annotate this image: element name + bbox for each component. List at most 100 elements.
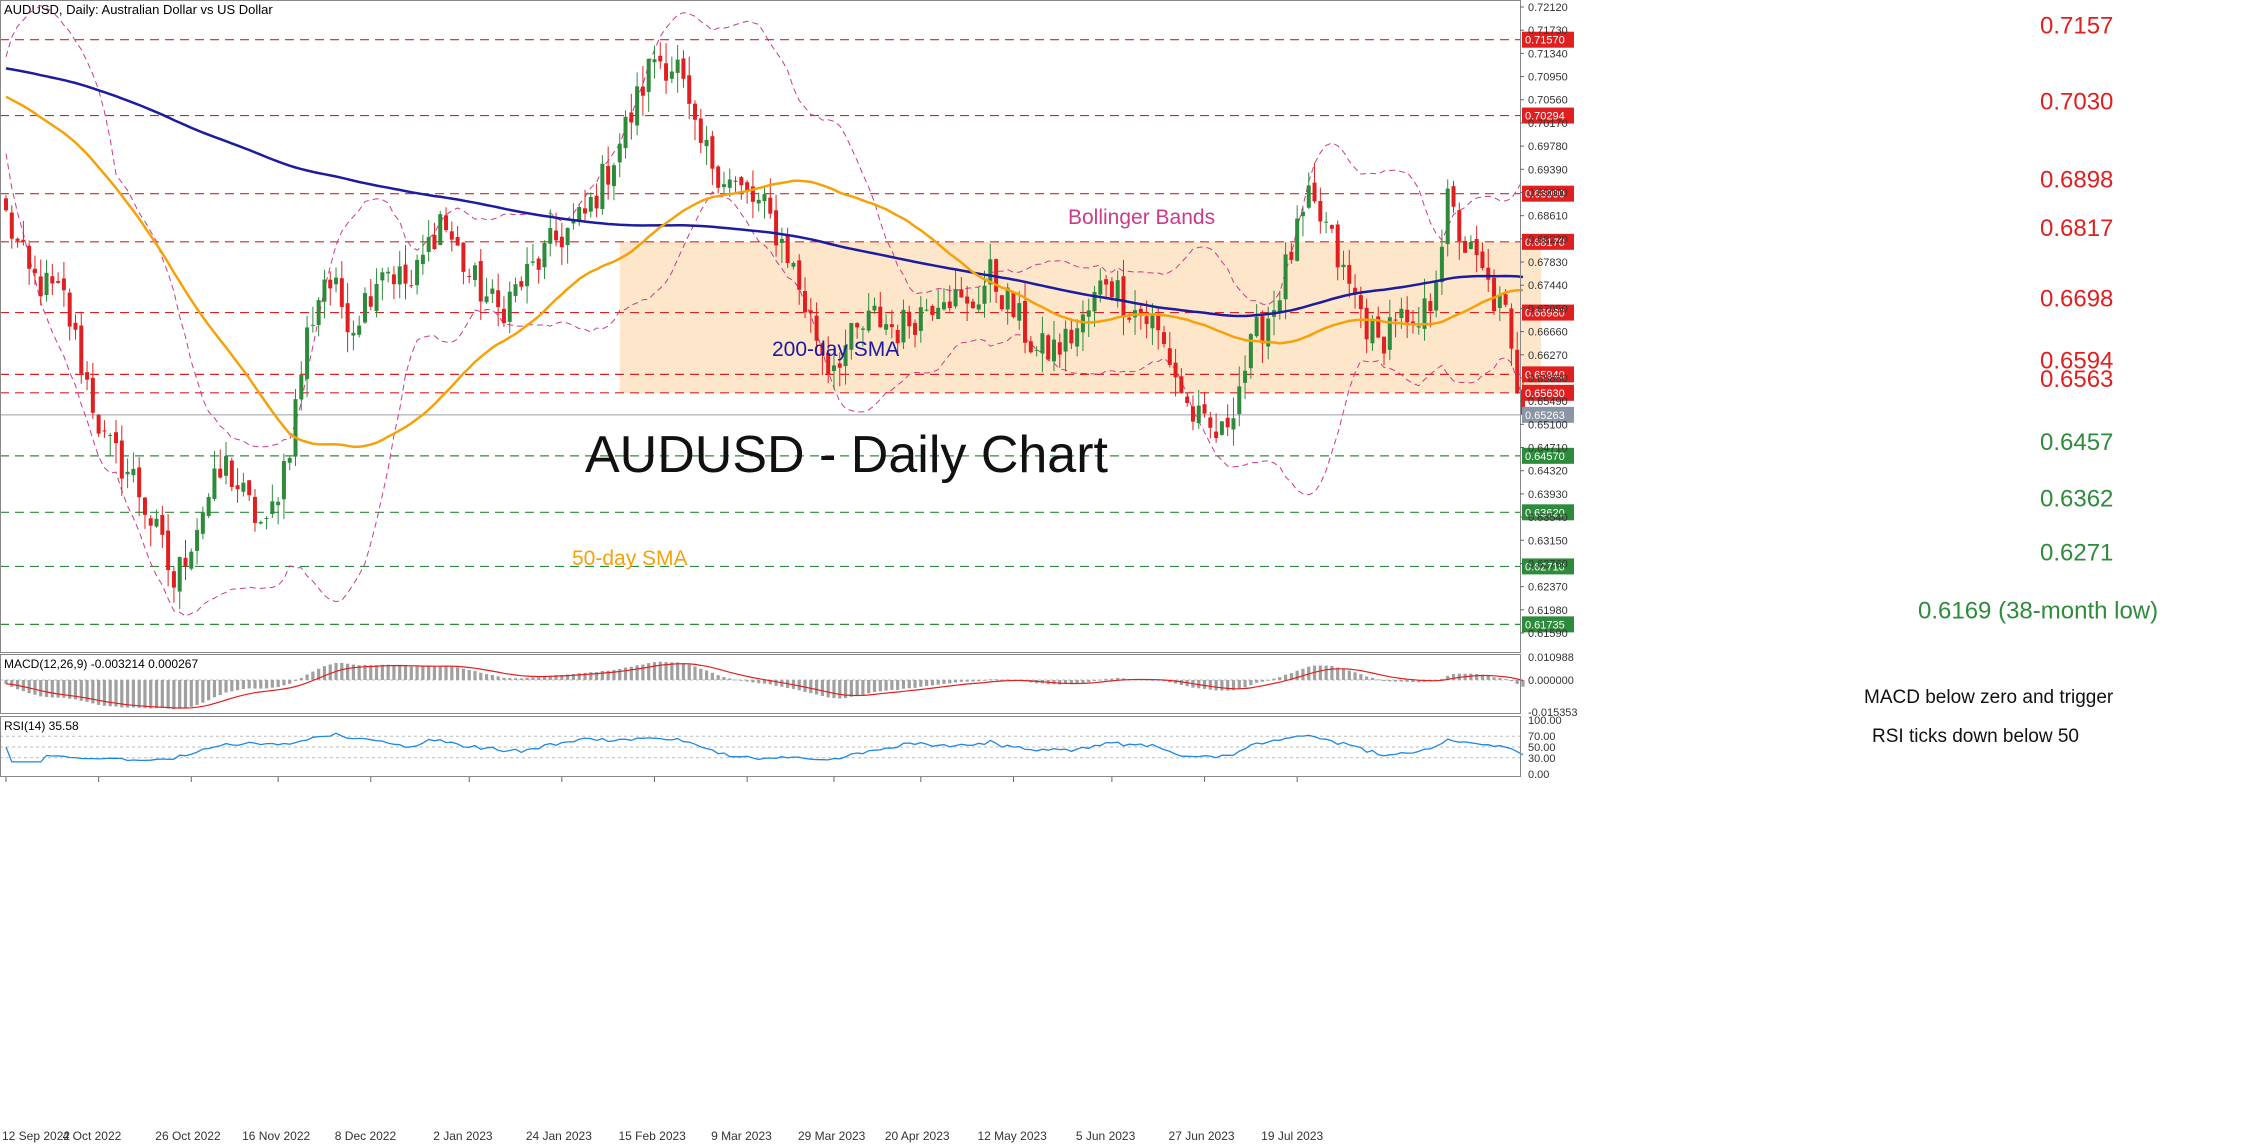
- macd-bar: [878, 679, 882, 692]
- price-tick-label: 0.62760: [1528, 558, 1568, 570]
- price-tick-label: 0.67830: [1528, 257, 1568, 269]
- price-tick-label: 0.70950: [1528, 72, 1568, 84]
- candle-body: [733, 180, 738, 182]
- macd-bar: [1399, 679, 1403, 682]
- macd-bar: [757, 679, 761, 684]
- candle-body: [1051, 339, 1056, 362]
- candle-body: [322, 279, 327, 302]
- macd-bar: [1330, 665, 1334, 680]
- macd-bar: [374, 665, 379, 680]
- macd-bar: [299, 678, 303, 680]
- price-tick-label: 0.71730: [1528, 25, 1568, 37]
- candle-body: [96, 414, 101, 434]
- macd-bar: [496, 676, 500, 680]
- candle-body: [1405, 309, 1410, 323]
- candle-body: [1266, 318, 1271, 347]
- candle-body: [895, 329, 900, 344]
- macd-bar: [62, 679, 66, 698]
- date-tick-label: 4 Oct 2022: [63, 1129, 122, 1143]
- level-tag: [1522, 504, 1574, 521]
- candle-body: [496, 290, 501, 308]
- macd-bar: [977, 679, 981, 682]
- macd-bar: [751, 679, 755, 683]
- macd-bar: [948, 679, 952, 684]
- macd-bar: [149, 679, 153, 709]
- macd-bar: [160, 679, 164, 709]
- candle-body: [171, 571, 176, 588]
- candle-body: [235, 485, 240, 490]
- macd-bar: [247, 679, 251, 689]
- macd-bar: [68, 679, 72, 699]
- candle-body: [420, 254, 425, 265]
- axes: 0.71570 0.70294 0.68980 0.68170 0.66980 0.659…: [0, 0, 1578, 1143]
- candle-body: [1324, 221, 1329, 223]
- macd-bar: [936, 679, 940, 685]
- candle-body: [357, 325, 362, 335]
- price-tick-label: 0.71340: [1528, 48, 1568, 60]
- candle-body: [1393, 319, 1398, 321]
- candle-body: [959, 289, 964, 298]
- level-tag-text: 0.65940: [1525, 369, 1565, 381]
- date-tick-label: 9 Mar 2023: [711, 1129, 772, 1143]
- candle-body: [727, 179, 732, 188]
- candle-body: [1486, 267, 1491, 280]
- candle-body: [1086, 310, 1091, 317]
- macd-bar: [322, 666, 327, 680]
- candle-body: [50, 276, 55, 284]
- macd-bar: [1301, 668, 1305, 680]
- resistance-label: 0.6594: [2040, 347, 2113, 374]
- level-tag-text: 0.66980: [1525, 308, 1565, 320]
- candle-body: [241, 482, 246, 492]
- price-tick-label: 0.64320: [1528, 466, 1568, 478]
- candle-body: [519, 281, 524, 287]
- candle-body: [432, 234, 437, 250]
- macd-bar: [693, 666, 697, 680]
- macd-bar: [403, 665, 408, 680]
- candle-body: [1376, 316, 1381, 338]
- candle-body: [629, 112, 634, 123]
- macd-bar: [392, 665, 396, 680]
- candle-body: [125, 471, 130, 475]
- candle-body: [1028, 341, 1033, 353]
- candle-body: [1075, 328, 1080, 347]
- level-tag: [1522, 447, 1574, 464]
- macd-bar: [293, 679, 298, 681]
- candle-body: [1370, 319, 1375, 344]
- resistance-label: 0.6698: [2040, 286, 2113, 313]
- candle-body: [102, 430, 107, 432]
- candle-body: [224, 456, 229, 476]
- candle-body: [1480, 251, 1485, 269]
- candle-body: [1387, 317, 1392, 350]
- candle-body: [1312, 182, 1317, 202]
- candle-body: [1243, 370, 1248, 383]
- candle-body: [1011, 291, 1016, 317]
- level-tag: [1522, 384, 1574, 401]
- candle-body: [1335, 224, 1340, 268]
- candle-body: [461, 242, 466, 272]
- macd-bar: [803, 679, 807, 692]
- candle-body: [351, 332, 356, 336]
- macd-bar: [1208, 679, 1212, 690]
- level-tag: [1522, 233, 1574, 250]
- macd-bar: [658, 661, 662, 680]
- macd-bar: [212, 679, 217, 698]
- macd-bar: [79, 679, 83, 701]
- candle-body: [501, 308, 506, 324]
- candle-body: [1248, 334, 1253, 369]
- candle-body: [1214, 431, 1219, 439]
- candle-body: [947, 301, 952, 309]
- candle-body: [623, 116, 628, 149]
- rsi-note: RSI ticks down below 50: [1872, 726, 2079, 747]
- candle-body: [774, 210, 779, 246]
- macd-bar: [1370, 677, 1375, 680]
- macd-bar: [380, 664, 384, 680]
- resistance-label: 0.6563: [2040, 366, 2113, 393]
- candle-body: [1162, 332, 1166, 345]
- macd-bar: [1098, 679, 1102, 681]
- macd-bar: [259, 679, 263, 689]
- macd-bar: [1173, 679, 1178, 684]
- resistance-label: 0.7157: [2040, 13, 2113, 40]
- date-tick-label: 12 May 2023: [977, 1129, 1047, 1143]
- macd-bar: [1498, 678, 1502, 680]
- macd-panel-frame: [0, 654, 1521, 714]
